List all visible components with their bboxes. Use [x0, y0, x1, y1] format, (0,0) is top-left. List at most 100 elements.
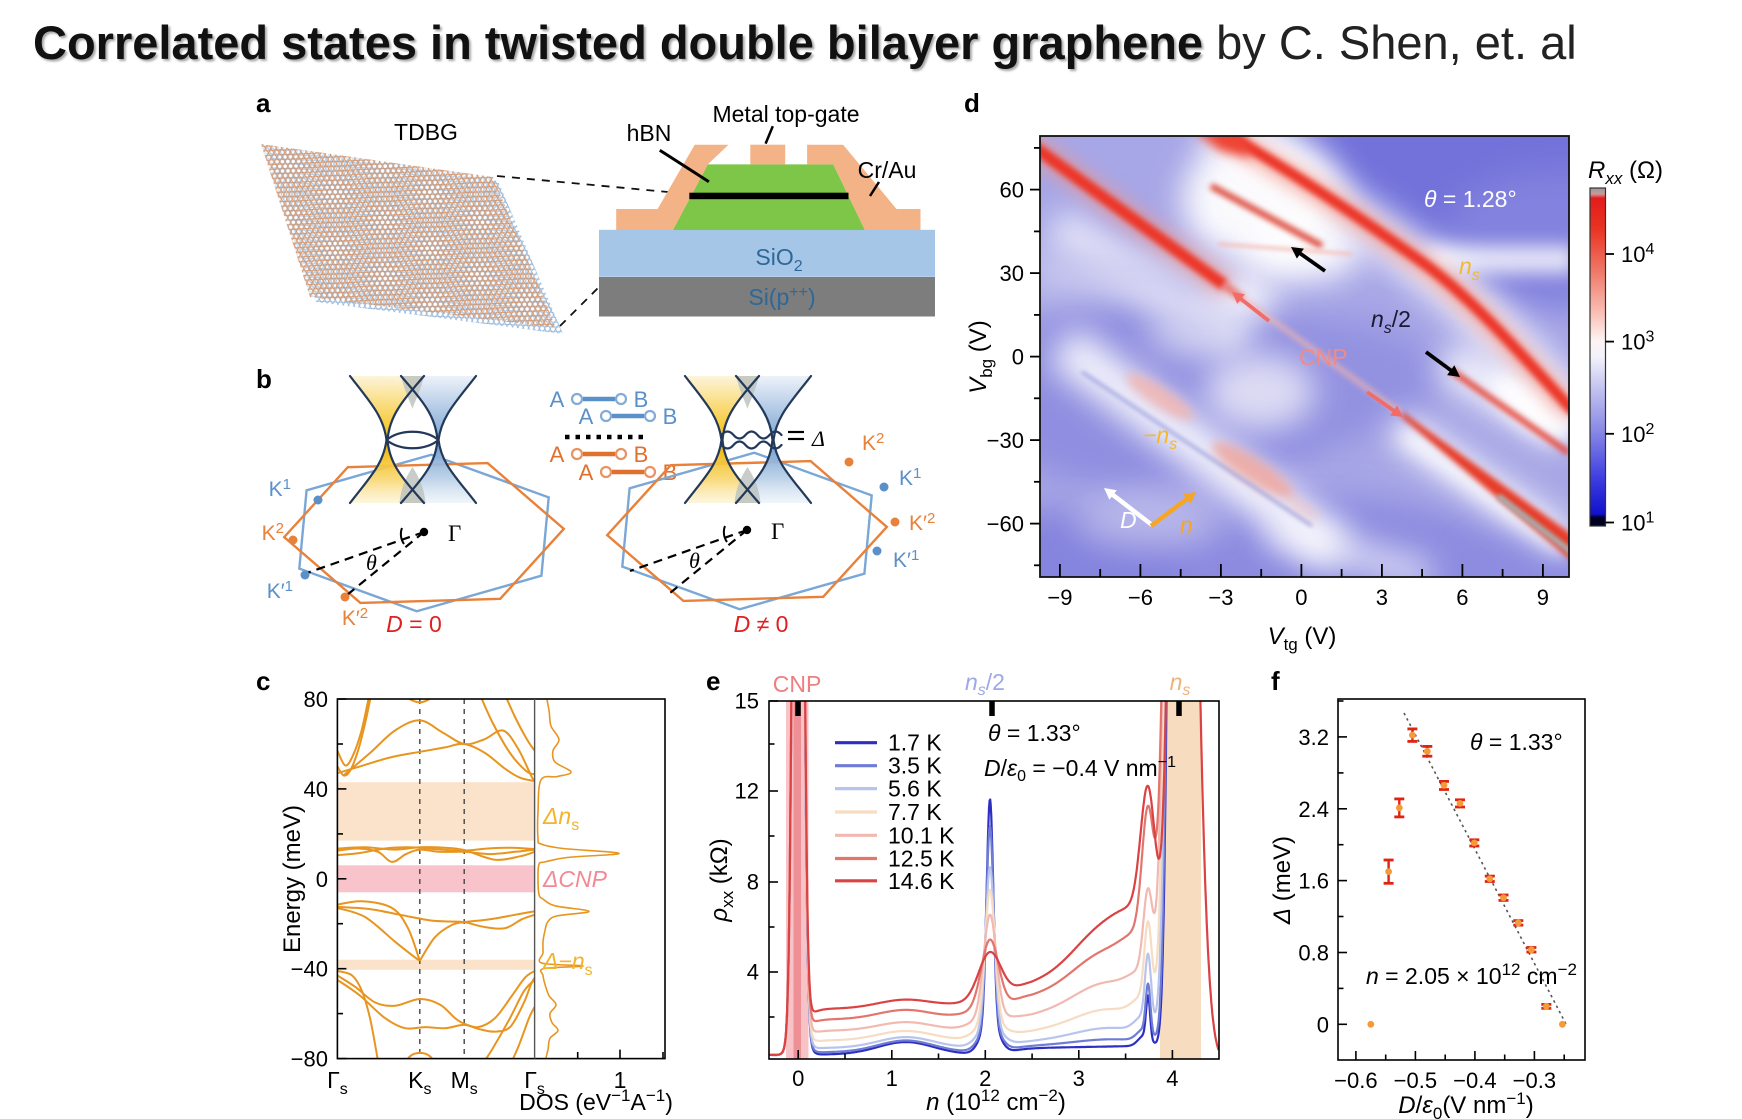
svg-text:10.1 K: 10.1 K — [888, 822, 955, 848]
svg-text:D ≠ 0: D ≠ 0 — [734, 611, 789, 637]
svg-text:6: 6 — [1456, 585, 1468, 610]
svg-text:1: 1 — [886, 1066, 898, 1091]
svg-text:ns/2: ns/2 — [1371, 306, 1411, 337]
svg-text:−60: −60 — [987, 512, 1024, 537]
svg-text:0.8: 0.8 — [1298, 941, 1329, 966]
svg-text:hBN: hBN — [627, 120, 672, 146]
svg-text:102: 102 — [1621, 421, 1654, 447]
svg-text:K′2: K′2 — [909, 510, 935, 535]
svg-text:40: 40 — [304, 777, 328, 802]
svg-text:B: B — [634, 442, 649, 467]
svg-text:80: 80 — [304, 687, 328, 712]
svg-text:TDBG: TDBG — [394, 119, 458, 145]
svg-text:K′1: K′1 — [267, 578, 293, 603]
svg-text:K1: K1 — [899, 465, 921, 490]
svg-text:A: A — [579, 460, 594, 485]
svg-text:0: 0 — [792, 1066, 804, 1091]
svg-text:0: 0 — [1317, 1012, 1329, 1037]
svg-text:9: 9 — [1537, 585, 1549, 610]
svg-text:Rxx (Ω): Rxx (Ω) — [1588, 157, 1663, 188]
svg-text:Γ: Γ — [771, 519, 784, 544]
svg-text:K2: K2 — [862, 430, 884, 455]
svg-text:Cr/Au: Cr/Au — [858, 157, 917, 183]
svg-text:3.5 K: 3.5 K — [888, 753, 942, 779]
svg-text:1.7 K: 1.7 K — [888, 730, 942, 756]
svg-text:14.6 K: 14.6 K — [888, 868, 955, 894]
svg-text:Δns: Δns — [542, 803, 579, 834]
svg-text:2.4: 2.4 — [1298, 797, 1329, 822]
svg-text:c: c — [256, 666, 270, 696]
svg-text:θ = 1.28°: θ = 1.28° — [1424, 186, 1517, 212]
svg-text:n = 2.05 × 1012 cm−2: n = 2.05 × 1012 cm−2 — [1366, 960, 1577, 989]
svg-text:D: D — [1120, 507, 1137, 533]
svg-text:12.5 K: 12.5 K — [888, 846, 955, 872]
svg-text:0: 0 — [1012, 345, 1024, 370]
svg-text:3.2: 3.2 — [1298, 725, 1329, 750]
svg-text:K′2: K′2 — [342, 605, 368, 630]
svg-text:−40: −40 — [291, 957, 328, 982]
svg-text:3: 3 — [1376, 585, 1388, 610]
svg-text:Ks: Ks — [408, 1067, 431, 1098]
svg-text:Metal top-gate: Metal top-gate — [712, 101, 859, 127]
svg-text:θ: θ — [366, 550, 377, 575]
svg-text:5.6 K: 5.6 K — [888, 776, 942, 802]
svg-text:DOS (eV−1A−1): DOS (eV−1A−1) — [519, 1086, 673, 1115]
svg-text:8: 8 — [747, 870, 759, 895]
svg-text:0: 0 — [316, 867, 328, 892]
svg-text:e: e — [706, 666, 720, 696]
svg-text:K1: K1 — [269, 476, 291, 501]
svg-text:θ = 1.33°: θ = 1.33° — [988, 720, 1081, 746]
svg-text:Δ: Δ — [811, 426, 825, 451]
svg-text:a: a — [256, 88, 271, 118]
svg-text:B: B — [663, 404, 678, 429]
svg-text:−30: −30 — [987, 428, 1024, 453]
svg-text:Vbg (V): Vbg (V) — [965, 320, 996, 394]
svg-text:103: 103 — [1621, 329, 1654, 355]
svg-text:Γ: Γ — [448, 521, 461, 546]
svg-text:Δ−ns: Δ−ns — [542, 948, 593, 979]
svg-text:D/ε0(V nm−1): D/ε0(V nm−1) — [1398, 1089, 1533, 1119]
svg-text:θ: θ — [689, 548, 700, 573]
svg-text:K′1: K′1 — [893, 547, 919, 572]
svg-text:−80: −80 — [291, 1047, 328, 1072]
svg-text:−0.6: −0.6 — [1334, 1068, 1377, 1093]
svg-text:ΔCNP: ΔCNP — [542, 866, 608, 892]
svg-text:7.7 K: 7.7 K — [888, 799, 942, 825]
svg-text:CNP: CNP — [1299, 344, 1348, 370]
svg-text:Vtg (V): Vtg (V) — [1268, 623, 1337, 654]
svg-text:D = 0: D = 0 — [386, 611, 442, 637]
svg-text:n (1012 cm−2): n (1012 cm−2) — [926, 1086, 1066, 1116]
svg-text:ρxx (kΩ): ρxx (kΩ) — [706, 838, 737, 922]
svg-text:Energy (meV): Energy (meV) — [279, 805, 306, 953]
svg-text:−3: −3 — [1208, 585, 1233, 610]
svg-text:4: 4 — [1166, 1066, 1178, 1091]
svg-text:−6: −6 — [1128, 585, 1153, 610]
svg-text:Ms: Ms — [451, 1067, 478, 1098]
svg-text:Γs: Γs — [327, 1067, 348, 1098]
svg-text:ns/2: ns/2 — [965, 669, 1005, 699]
svg-text:Si(p++): Si(p++) — [748, 284, 815, 310]
svg-text:101: 101 — [1621, 510, 1654, 536]
svg-text:D/ε0 = −0.4 V nm−1: D/ε0 = −0.4 V nm−1 — [984, 754, 1176, 785]
svg-text:ns: ns — [1170, 669, 1191, 699]
svg-text:1.6: 1.6 — [1298, 869, 1329, 894]
svg-text:2: 2 — [979, 1066, 991, 1091]
svg-text:CNP: CNP — [773, 671, 822, 697]
svg-text:n: n — [1180, 512, 1193, 538]
svg-text:A: A — [579, 404, 594, 429]
svg-text:−9: −9 — [1047, 585, 1072, 610]
svg-text:60: 60 — [1000, 178, 1024, 203]
svg-text:30: 30 — [1000, 261, 1024, 286]
svg-text:A: A — [550, 442, 565, 467]
svg-text:4: 4 — [747, 960, 759, 985]
svg-text:1: 1 — [614, 1067, 627, 1093]
svg-text:−0.5: −0.5 — [1394, 1068, 1437, 1093]
svg-text:A: A — [550, 387, 565, 412]
svg-text:−0.4: −0.4 — [1453, 1068, 1496, 1093]
svg-text:104: 104 — [1621, 241, 1654, 267]
svg-text:0: 0 — [1295, 585, 1307, 610]
svg-text:B: B — [634, 387, 649, 412]
svg-text:3: 3 — [1073, 1066, 1085, 1091]
svg-text:b: b — [256, 364, 272, 394]
svg-text:Δ (meV): Δ (meV) — [1269, 836, 1296, 925]
